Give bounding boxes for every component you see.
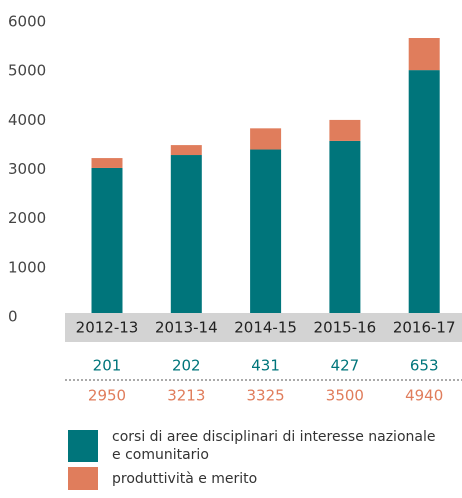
table-value: 202 bbox=[172, 357, 201, 375]
bar-segment bbox=[250, 128, 282, 150]
x-tick-label: 2016-17 bbox=[393, 319, 456, 337]
x-tick-label: 2015-16 bbox=[314, 319, 377, 337]
y-tick-label: 5000 bbox=[8, 62, 46, 80]
y-tick-label: 6000 bbox=[8, 13, 46, 31]
x-tick-label: 2013-14 bbox=[155, 319, 218, 337]
y-tick-label: 2000 bbox=[8, 209, 46, 227]
legend-label: corsi di aree disciplinari di interesse … bbox=[112, 429, 436, 463]
category-band bbox=[65, 313, 462, 342]
bar-segment bbox=[408, 70, 440, 313]
legend-swatch bbox=[68, 467, 98, 490]
legend-label: produttività e merito bbox=[112, 470, 258, 487]
table-value: 4940 bbox=[405, 387, 443, 405]
x-tick-label: 2014-15 bbox=[234, 319, 297, 337]
table-value: 431 bbox=[251, 357, 280, 375]
bar-segment bbox=[329, 119, 361, 141]
table-value: 3213 bbox=[167, 387, 205, 405]
bar-segment bbox=[408, 38, 440, 71]
table-value: 2950 bbox=[88, 387, 126, 405]
y-tick-label: 0 bbox=[8, 308, 18, 326]
x-tick-label: 2012-13 bbox=[76, 319, 139, 337]
table-value: 653 bbox=[410, 357, 439, 375]
table-value: 3325 bbox=[247, 387, 285, 405]
bar-segment bbox=[91, 167, 123, 313]
bar-segment bbox=[329, 140, 361, 313]
legend-item: produttività e merito bbox=[68, 467, 442, 490]
bar-segment bbox=[91, 158, 123, 168]
bar-segment bbox=[170, 155, 202, 313]
chart: 0 1000 2000 3000 4000 5000 6000 2012-13 201 2950 2… bbox=[8, 13, 462, 405]
legend-item: corsi di aree disciplinari di interesse … bbox=[68, 428, 442, 464]
table-value: 3500 bbox=[326, 387, 364, 405]
y-tick-label: 1000 bbox=[8, 258, 46, 276]
y-tick-label: 3000 bbox=[8, 160, 46, 178]
y-tick-label: 4000 bbox=[8, 111, 46, 129]
bar-segment bbox=[170, 145, 202, 156]
table-value: 427 bbox=[331, 357, 360, 375]
legend-swatch bbox=[68, 430, 98, 462]
bar-segment bbox=[250, 149, 282, 313]
table-value: 201 bbox=[93, 357, 122, 375]
